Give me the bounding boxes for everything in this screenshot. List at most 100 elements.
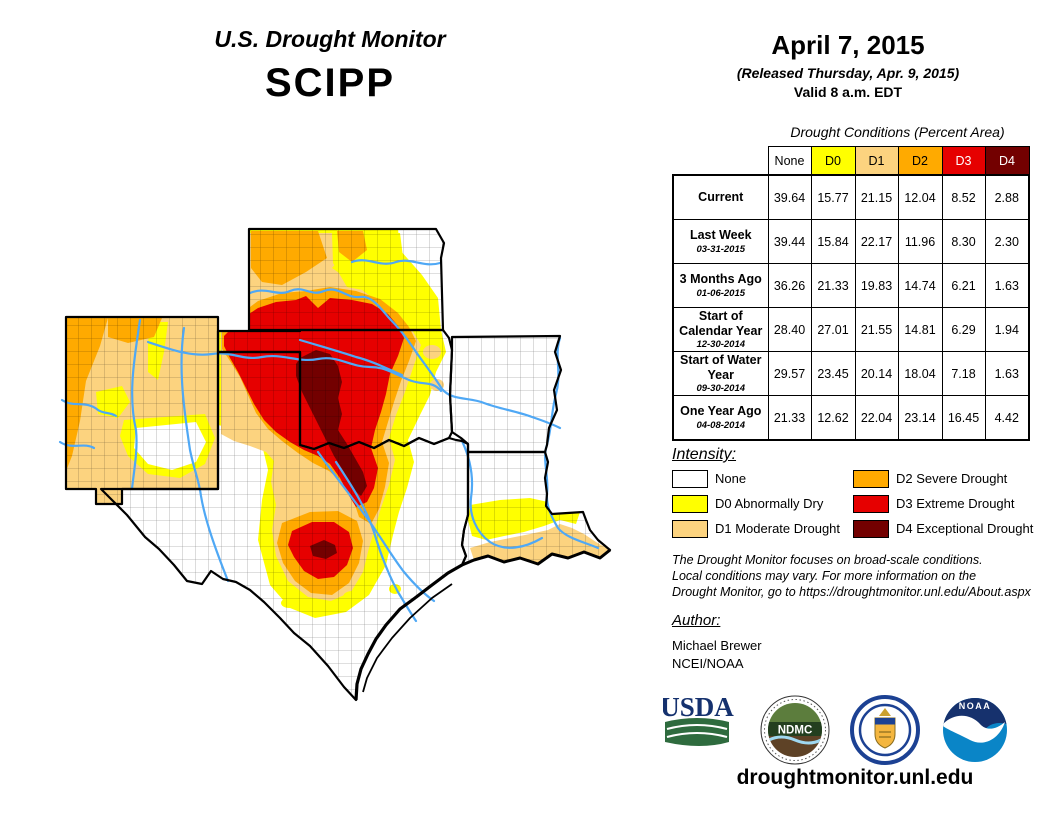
ndmc-ring-text-icon	[764, 699, 826, 761]
table-row: One Year Ago 04-08-2014 21.33 12.62 22.04 23.…	[672, 395, 1030, 441]
usda-swoosh-icon	[666, 732, 728, 738]
valid-time: Valid 8 a.m. EDT	[793, 84, 903, 100]
legend-label: D1 Moderate Drought	[715, 521, 841, 536]
legend-item: D2 Severe Drought	[853, 466, 1033, 491]
table-row: Last Week 03-31-2015 39.44 15.84 22.17 11.96 8…	[672, 219, 1030, 264]
drought-map	[58, 227, 612, 702]
conditions-table-wrap: None D0 D1 D2 D3 D4 Current 39.64 15.77 21.15 12.…	[672, 146, 1030, 441]
river	[298, 338, 404, 377]
ndmc-logo-text: NDMC	[778, 725, 813, 737]
table-cell: 12.62	[810, 395, 856, 441]
legend-heading: Intensity:	[672, 446, 737, 463]
legend-swatch-icon	[853, 469, 889, 488]
conditions-table: None D0 D1 D2 D3 D4 Current 39.64 15.77 21.15 12.…	[672, 146, 1030, 441]
row-label: Start of Calendar Year 12-30-2014	[672, 307, 769, 352]
table-cell: 14.81	[897, 307, 943, 352]
disclaimer: The Drought Monitor focuses on broad-sca…	[672, 552, 1052, 600]
legend-swatch-icon	[672, 519, 708, 538]
legend-label: D2 Severe Drought	[896, 471, 1008, 486]
legend-label: D3 Extreme Drought	[896, 496, 1015, 511]
row-label: Start of Water Year 09-30-2014	[672, 351, 769, 396]
table-cell: 2.30	[984, 219, 1030, 264]
legend-swatch-icon	[672, 494, 708, 513]
table-cell: 22.17	[854, 219, 899, 264]
released-date: (Released Thursday, Apr. 9, 2015)	[736, 65, 960, 81]
noaa-logo-text: NOAA	[959, 701, 992, 711]
legend-swatch-icon	[853, 519, 889, 538]
table-cell: 1.94	[984, 307, 1030, 352]
commerce-eagle-icon	[879, 708, 891, 716]
barrier-islands	[362, 583, 453, 693]
region-title: SCIPP	[264, 61, 396, 105]
website-url: droughtmonitor.unl.edu	[736, 766, 974, 789]
table-cell: 4.42	[984, 395, 1030, 441]
disclaimer-line: The Drought Monitor focuses on broad-sca…	[672, 553, 983, 567]
author-name: Michael Brewer	[672, 638, 762, 653]
state-borders	[64, 227, 612, 702]
legend: None D0 Abnormally Dry D1 Moderate Drought…	[672, 466, 1033, 544]
agency-logos: USDA NDMC	[663, 692, 1007, 765]
date-block: April 7, 2015 (Released Thursday, Apr. 9…	[688, 30, 1008, 100]
table-cell: 23.45	[810, 351, 856, 396]
table-cell: 6.21	[941, 263, 986, 308]
table-cell: 16.45	[941, 395, 986, 441]
report-date: April 7, 2015	[771, 30, 925, 60]
usda-logo: USDA	[663, 692, 734, 746]
noaa-logo: NOAA	[943, 698, 1007, 762]
gulf-coastline	[461, 548, 611, 567]
table-column-header: D4	[984, 146, 1030, 176]
table-cell: 20.14	[854, 351, 899, 396]
river	[316, 450, 436, 603]
table-cell: 21.15	[854, 174, 899, 220]
legend-item: None	[672, 466, 840, 491]
disclaimer-line: Local conditions may vary. For more info…	[672, 569, 977, 583]
rivers	[58, 259, 600, 623]
table-cell: 29.57	[767, 351, 812, 396]
table-corner-cell	[673, 146, 768, 175]
legend-item: D3 Extreme Drought	[853, 491, 1033, 516]
table-column-header: D1	[854, 146, 899, 176]
table-row: 3 Months Ago 01-06-2015 36.26 21.33 19.83 14.…	[672, 263, 1030, 308]
report-title: U.S. Drought Monitor	[214, 26, 446, 52]
river	[60, 398, 118, 418]
table-row: Start of Calendar Year 12-30-2014 28.40 27.…	[672, 307, 1030, 352]
legend-swatch-icon	[853, 494, 889, 513]
legend-column-right: D2 Severe Drought D3 Extreme Drought D4 Ex…	[853, 466, 1033, 541]
table-cell: 12.04	[897, 174, 943, 220]
legend-label: D4 Exceptional Drought	[896, 521, 1034, 536]
table-row: Start of Water Year 09-30-2014 29.57 23.45 2…	[672, 351, 1030, 396]
river	[58, 440, 96, 450]
table-cell: 39.64	[767, 174, 812, 220]
table-body: Current 39.64 15.77 21.15 12.04 8.52 2.88 Last …	[672, 174, 1030, 441]
table-cell: 11.96	[897, 219, 943, 264]
table-cell: 28.40	[767, 307, 812, 352]
table-cell: 39.44	[767, 219, 812, 264]
table-row: Current 39.64 15.77 21.15 12.04 8.52 2.88	[672, 174, 1030, 220]
table-cell: 23.14	[897, 395, 943, 441]
table-cell: 14.74	[897, 263, 943, 308]
table-cell: 21.55	[854, 307, 899, 352]
table-cell: 19.83	[854, 263, 899, 308]
table-cell: 36.26	[767, 263, 812, 308]
table-cell: 21.33	[810, 263, 856, 308]
table-cell: 2.88	[984, 174, 1030, 220]
table-cell: 7.18	[941, 351, 986, 396]
gulf-coastline	[354, 563, 463, 701]
ndmc-logo: NDMC	[760, 695, 830, 765]
commerce-shield-chief-icon	[875, 718, 895, 725]
author-org: NCEI/NOAA	[672, 656, 744, 671]
row-label: Current	[672, 174, 769, 220]
table-cell: 8.30	[941, 219, 986, 264]
legend-column-left: None D0 Abnormally Dry D1 Moderate Drought	[672, 466, 840, 541]
river	[248, 288, 562, 430]
table-cell: 27.01	[810, 307, 856, 352]
legend-item: D0 Abnormally Dry	[672, 491, 840, 516]
noaa-bird-icon	[943, 715, 1005, 743]
usda-swoosh-icon	[666, 724, 728, 730]
table-cell: 21.33	[767, 395, 812, 441]
row-label: Last Week 03-31-2015	[672, 219, 769, 264]
row-label: One Year Ago 04-08-2014	[672, 395, 769, 441]
commerce-shield-icon	[874, 717, 896, 749]
author-heading: Author:	[672, 612, 721, 629]
